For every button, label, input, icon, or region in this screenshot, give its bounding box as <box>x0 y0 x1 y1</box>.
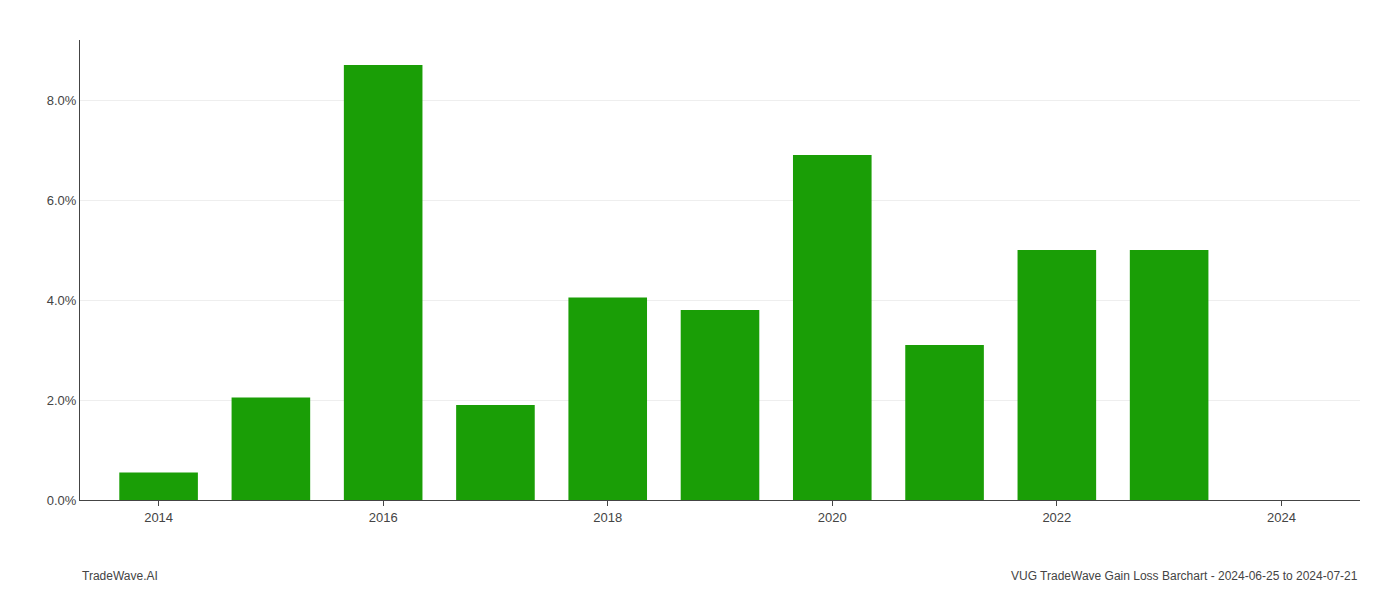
svg-text:2016: 2016 <box>369 510 398 525</box>
svg-text:2020: 2020 <box>818 510 847 525</box>
svg-text:TradeWave.AI: TradeWave.AI <box>82 569 158 583</box>
svg-text:VUG TradeWave Gain Loss Barcha: VUG TradeWave Gain Loss Barchart - 2024-… <box>1011 569 1358 583</box>
svg-text:6.0%: 6.0% <box>47 193 77 208</box>
svg-text:8.0%: 8.0% <box>47 93 77 108</box>
svg-text:2024: 2024 <box>1267 510 1296 525</box>
svg-text:2.0%: 2.0% <box>47 393 77 408</box>
svg-text:0.0%: 0.0% <box>47 493 77 508</box>
svg-text:4.0%: 4.0% <box>47 293 77 308</box>
svg-text:2022: 2022 <box>1042 510 1071 525</box>
svg-text:2014: 2014 <box>144 510 173 525</box>
svg-text:2018: 2018 <box>593 510 622 525</box>
